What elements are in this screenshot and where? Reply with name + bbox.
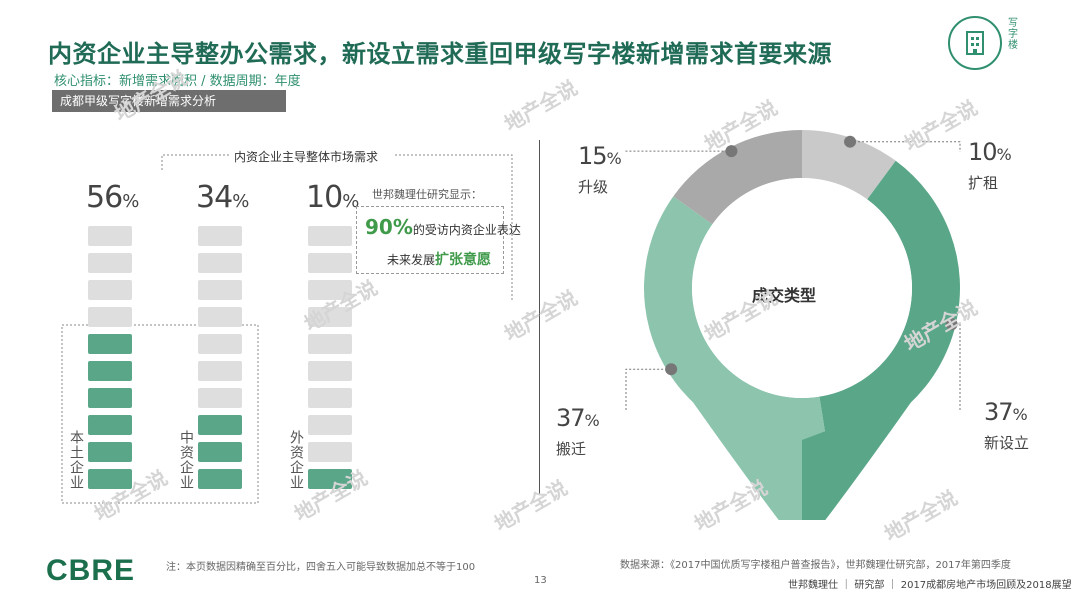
cbre-logo: CBRE: [46, 554, 136, 587]
legend-category: 搬迁: [556, 440, 587, 458]
legend-category: 新设立: [984, 434, 1030, 452]
empty-block: [198, 253, 242, 273]
donut-slice: [802, 130, 896, 200]
legend-value-unit: %: [584, 411, 600, 430]
empty-block: [88, 307, 132, 327]
data-source: 数据来源：《2017中国优质写字楼租户普查报告》，世邦魏理仕研究部，2017年第…: [620, 560, 1011, 571]
legend-value: 37%: [556, 404, 600, 432]
office-building-icon: [948, 16, 1002, 70]
empty-block: [308, 388, 352, 408]
bar-category-label: 本土企业: [68, 430, 84, 490]
callout-line-1: 90%的受访内资企业表达: [365, 215, 521, 239]
filled-block: [88, 361, 132, 381]
legend-value-number: 15: [578, 142, 608, 170]
callout-line-2-highlight: 扩张意愿: [435, 252, 492, 268]
bar-category-label: 中资企业: [178, 430, 194, 490]
office-building-icon-svg: [966, 31, 984, 55]
legend-value-unit: %: [1012, 405, 1028, 424]
bar-value-label: 34%: [196, 180, 249, 215]
callout-box: 90%的受访内资企业表达 未来发展扩张意愿: [356, 206, 521, 274]
legend-value: 15%: [578, 142, 622, 170]
filled-block: [198, 469, 242, 489]
empty-block: [308, 253, 352, 273]
legend-category: 扩租: [968, 174, 999, 192]
leader-line: [625, 150, 732, 152]
empty-block: [308, 334, 352, 354]
donut-slice: [673, 130, 802, 225]
bar-category-label: 外资企业: [288, 430, 304, 490]
empty-block: [198, 226, 242, 246]
donut-slice: [644, 196, 827, 446]
empty-block: [308, 307, 352, 327]
empty-block: [88, 253, 132, 273]
filled-block: [198, 442, 242, 462]
legend-value-number: 10: [968, 138, 998, 166]
callout-line-2-prefix: 未来发展: [387, 253, 436, 267]
empty-block: [308, 415, 352, 435]
leader-line: [951, 323, 961, 410]
leader-dot: [945, 318, 958, 331]
leader-dot: [665, 363, 678, 376]
legend-value: 10%: [968, 138, 1012, 166]
bar-value-unit: %: [342, 191, 359, 212]
empty-block: [88, 226, 132, 246]
footer-right: 世邦魏理仕 ｜ 研究部 ｜ 2017成都房地产市场回顾及2018展望: [788, 580, 1072, 591]
donut-hole: [692, 178, 912, 398]
empty-block: [88, 280, 132, 300]
bar-value-unit: %: [232, 191, 249, 212]
filled-block: [88, 388, 132, 408]
transaction-type-donut: [625, 130, 961, 520]
bar-value-unit: %: [122, 191, 139, 212]
bar-value-number: 34: [196, 180, 233, 215]
filled-block: [88, 469, 132, 489]
badge-label: 写字楼: [1008, 18, 1018, 51]
leader-line: [625, 368, 672, 410]
callout-line-1-rest: 的受访内资企业表达: [412, 223, 521, 237]
legend-value-unit: %: [606, 149, 622, 168]
filled-block: [88, 334, 132, 354]
section-tag: 成都甲级写字楼新增需求分析: [52, 90, 286, 112]
callout-header: 世邦魏理仕研究显示：: [372, 188, 482, 201]
legend-value-unit: %: [996, 145, 1012, 164]
legend-value-number: 37: [984, 398, 1014, 426]
drop-tip-right: [802, 398, 914, 520]
empty-block: [308, 361, 352, 381]
empty-block: [198, 334, 242, 354]
empty-block: [198, 361, 242, 381]
leader-dot: [725, 145, 738, 158]
group-label: 内资企业主导整体市场需求: [230, 148, 383, 165]
empty-block: [198, 388, 242, 408]
leader-line: [850, 141, 961, 152]
donut-center-title: 成交类型: [752, 286, 817, 305]
bar-value-label: 56%: [86, 180, 139, 215]
page-title: 内资企业主导整办公需求，新设立需求重回甲级写字楼新增需求首要来源: [48, 40, 832, 68]
filled-block: [198, 415, 242, 435]
donut-slice: [819, 160, 960, 445]
page-subtitle: 核心指标：新增需求面积 / 数据周期：年度: [54, 74, 301, 89]
empty-block: [308, 226, 352, 246]
legend-category: 升级: [578, 178, 609, 196]
footnote: 注：本页数据因精确至百分比，四舍五入可能导致数据加总不等于100: [166, 562, 476, 573]
filled-block: [88, 442, 132, 462]
empty-block: [198, 280, 242, 300]
legend-value: 37%: [984, 398, 1028, 426]
filled-block: [308, 469, 352, 489]
empty-block: [198, 307, 242, 327]
empty-block: [308, 280, 352, 300]
bar-value-number: 10: [306, 180, 343, 215]
leader-dot: [844, 135, 857, 148]
bar-value-label: 10%: [306, 180, 359, 215]
callout-highlight-value: 90%: [365, 215, 413, 239]
empty-block: [308, 442, 352, 462]
filled-block: [88, 415, 132, 435]
legend-value-number: 37: [556, 404, 586, 432]
callout-line-2: 未来发展扩张意愿: [387, 249, 491, 269]
bar-value-number: 56: [86, 180, 123, 215]
drop-tip-left: [690, 398, 802, 520]
page-number: 13: [534, 575, 547, 586]
